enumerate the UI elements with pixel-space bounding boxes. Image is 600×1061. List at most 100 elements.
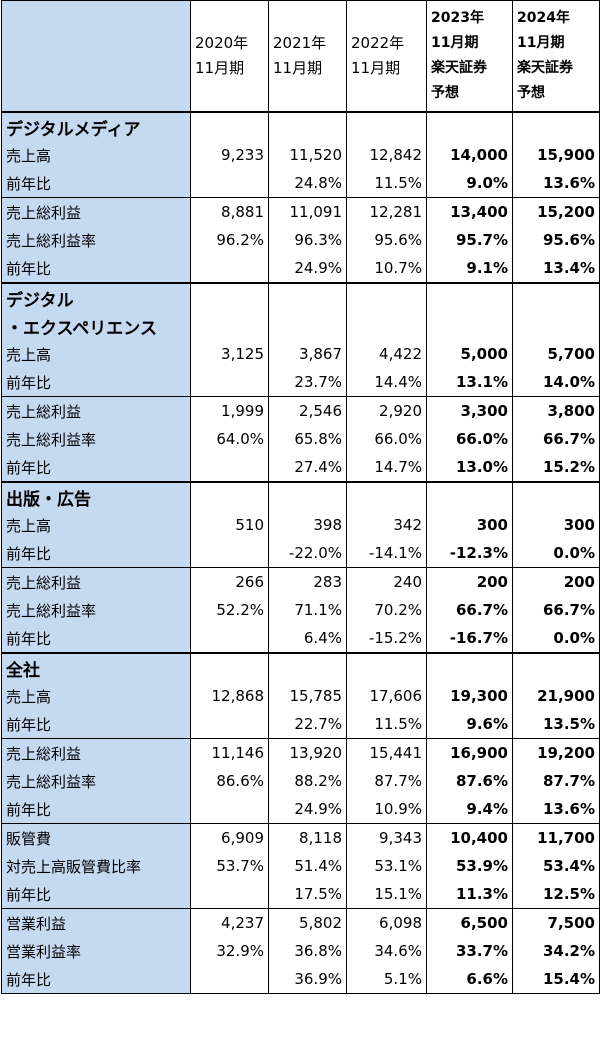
cell-value: 0.0% xyxy=(512,539,600,568)
table-row: 売上高 12,868 15,785 17,606 19,300 21,900 xyxy=(1,682,600,710)
row-label: 前年比 xyxy=(1,453,191,482)
cell-value: 51.4% xyxy=(268,852,347,880)
header-period: 11月期 xyxy=(195,59,245,77)
cell-value: 283 xyxy=(268,567,347,596)
cell-value: 15.1% xyxy=(346,880,427,909)
cell-value: 10.9% xyxy=(346,795,427,824)
table-row: 営業利益 4,237 5,802 6,098 6,500 7,500 xyxy=(1,908,600,937)
cell-value: 9.0% xyxy=(426,169,513,198)
cell-value: 300 xyxy=(426,511,513,539)
cell-value: 4,237 xyxy=(190,908,269,937)
cell-value: 70.2% xyxy=(346,596,427,624)
cell-value: 87.7% xyxy=(512,767,600,795)
cell-value xyxy=(268,652,347,682)
cell-value: 510 xyxy=(190,511,269,539)
cell-value xyxy=(190,453,269,482)
cell-value: 240 xyxy=(346,567,427,596)
cell-value: 19,300 xyxy=(426,682,513,710)
cell-value: 3,800 xyxy=(512,396,600,425)
cell-value: 12,281 xyxy=(346,197,427,226)
cell-value: 17.5% xyxy=(268,880,347,909)
cell-value: 13.4% xyxy=(512,254,600,283)
section-label: 全社 xyxy=(1,652,191,682)
cell-value: 10,400 xyxy=(426,823,513,852)
table-row: 売上総利益率 86.6% 88.2% 87.7% 87.6% 87.7% xyxy=(1,767,600,795)
cell-value: 2,546 xyxy=(268,396,347,425)
cell-value: 88.2% xyxy=(268,767,347,795)
cell-value: -16.7% xyxy=(426,624,513,653)
cell-value: 3,300 xyxy=(426,396,513,425)
cell-value xyxy=(426,312,513,340)
cell-value: 9,343 xyxy=(346,823,427,852)
section-label: デジタルメディア xyxy=(1,111,191,141)
cell-value: 342 xyxy=(346,511,427,539)
cell-value: 95.6% xyxy=(346,226,427,254)
header-col-2022: 2022年 11月期 xyxy=(346,0,427,113)
cell-value: 11,091 xyxy=(268,197,347,226)
row-label: 売上総利益 xyxy=(1,197,191,226)
table-row: 売上総利益率 64.0% 65.8% 66.0% 66.0% 66.7% xyxy=(1,425,600,453)
cell-value: 64.0% xyxy=(190,425,269,453)
cell-value: 300 xyxy=(512,511,600,539)
section-label: デジタル xyxy=(1,282,191,312)
cell-value: 200 xyxy=(426,567,513,596)
table-row: 営業利益率 32.9% 36.8% 34.6% 33.7% 34.2% xyxy=(1,937,600,965)
header-period: 11月期 xyxy=(273,59,323,77)
header-period: 11月期 xyxy=(351,59,401,77)
table-row: 売上総利益 8,881 11,091 12,281 13,400 15,200 xyxy=(1,197,600,226)
header-col-2024: 2024年 11月期 楽天証券 予想 xyxy=(512,0,600,113)
cell-value: 87.7% xyxy=(346,767,427,795)
cell-value: 96.3% xyxy=(268,226,347,254)
section-header-row: 全社 xyxy=(1,652,600,682)
cell-value: 24.9% xyxy=(268,254,347,283)
table-row: 売上高 510 398 342 300 300 xyxy=(1,511,600,539)
cell-value: 1,999 xyxy=(190,396,269,425)
header-year: 2021年 xyxy=(273,34,327,52)
cell-value: 12,868 xyxy=(190,682,269,710)
row-label: 売上総利益率 xyxy=(1,767,191,795)
row-label: 前年比 xyxy=(1,169,191,198)
cell-value: -14.1% xyxy=(346,539,427,568)
header-col-2023: 2023年 11月期 楽天証券 予想 xyxy=(426,0,513,113)
header-col-2021: 2021年 11月期 xyxy=(268,0,347,113)
cell-value: 9,233 xyxy=(190,141,269,169)
cell-value: 8,118 xyxy=(268,823,347,852)
cell-value xyxy=(346,111,427,141)
cell-value: 200 xyxy=(512,567,600,596)
cell-value: 36.9% xyxy=(268,965,347,994)
cell-value: 13.6% xyxy=(512,169,600,198)
table-row: 前年比 24.8% 11.5% 9.0% 13.6% xyxy=(1,169,600,198)
cell-value: 53.9% xyxy=(426,852,513,880)
row-label: 売上総利益率 xyxy=(1,226,191,254)
header-note: 予想 xyxy=(431,85,459,101)
table-body: 2020年 11月期 2021年 11月期 2022年 11月期 2023年 1… xyxy=(1,0,600,994)
cell-value: 87.6% xyxy=(426,767,513,795)
cell-value: 12.5% xyxy=(512,880,600,909)
cell-value: 13.5% xyxy=(512,710,600,739)
cell-value: 5,000 xyxy=(426,340,513,368)
cell-value: 36.8% xyxy=(268,937,347,965)
header-year: 2022年 xyxy=(351,34,405,52)
cell-value: 16,900 xyxy=(426,738,513,767)
row-label: 前年比 xyxy=(1,624,191,653)
cell-value: 13.1% xyxy=(426,368,513,397)
cell-value: 0.0% xyxy=(512,624,600,653)
row-label: 前年比 xyxy=(1,539,191,568)
cell-value xyxy=(426,481,513,511)
cell-value xyxy=(190,481,269,511)
cell-value xyxy=(190,539,269,568)
cell-value xyxy=(190,111,269,141)
row-label: 営業利益率 xyxy=(1,937,191,965)
cell-value: 11.3% xyxy=(426,880,513,909)
cell-value xyxy=(512,282,600,312)
cell-value: 14.4% xyxy=(346,368,427,397)
cell-value xyxy=(426,652,513,682)
cell-value xyxy=(268,282,347,312)
cell-value: 23.7% xyxy=(268,368,347,397)
row-label: 売上総利益 xyxy=(1,567,191,596)
cell-value: 24.9% xyxy=(268,795,347,824)
cell-value: 13.0% xyxy=(426,453,513,482)
cell-value: 6.4% xyxy=(268,624,347,653)
table-row: 前年比 27.4% 14.7% 13.0% 15.2% xyxy=(1,453,600,482)
header-source: 楽天証券 xyxy=(431,60,487,76)
